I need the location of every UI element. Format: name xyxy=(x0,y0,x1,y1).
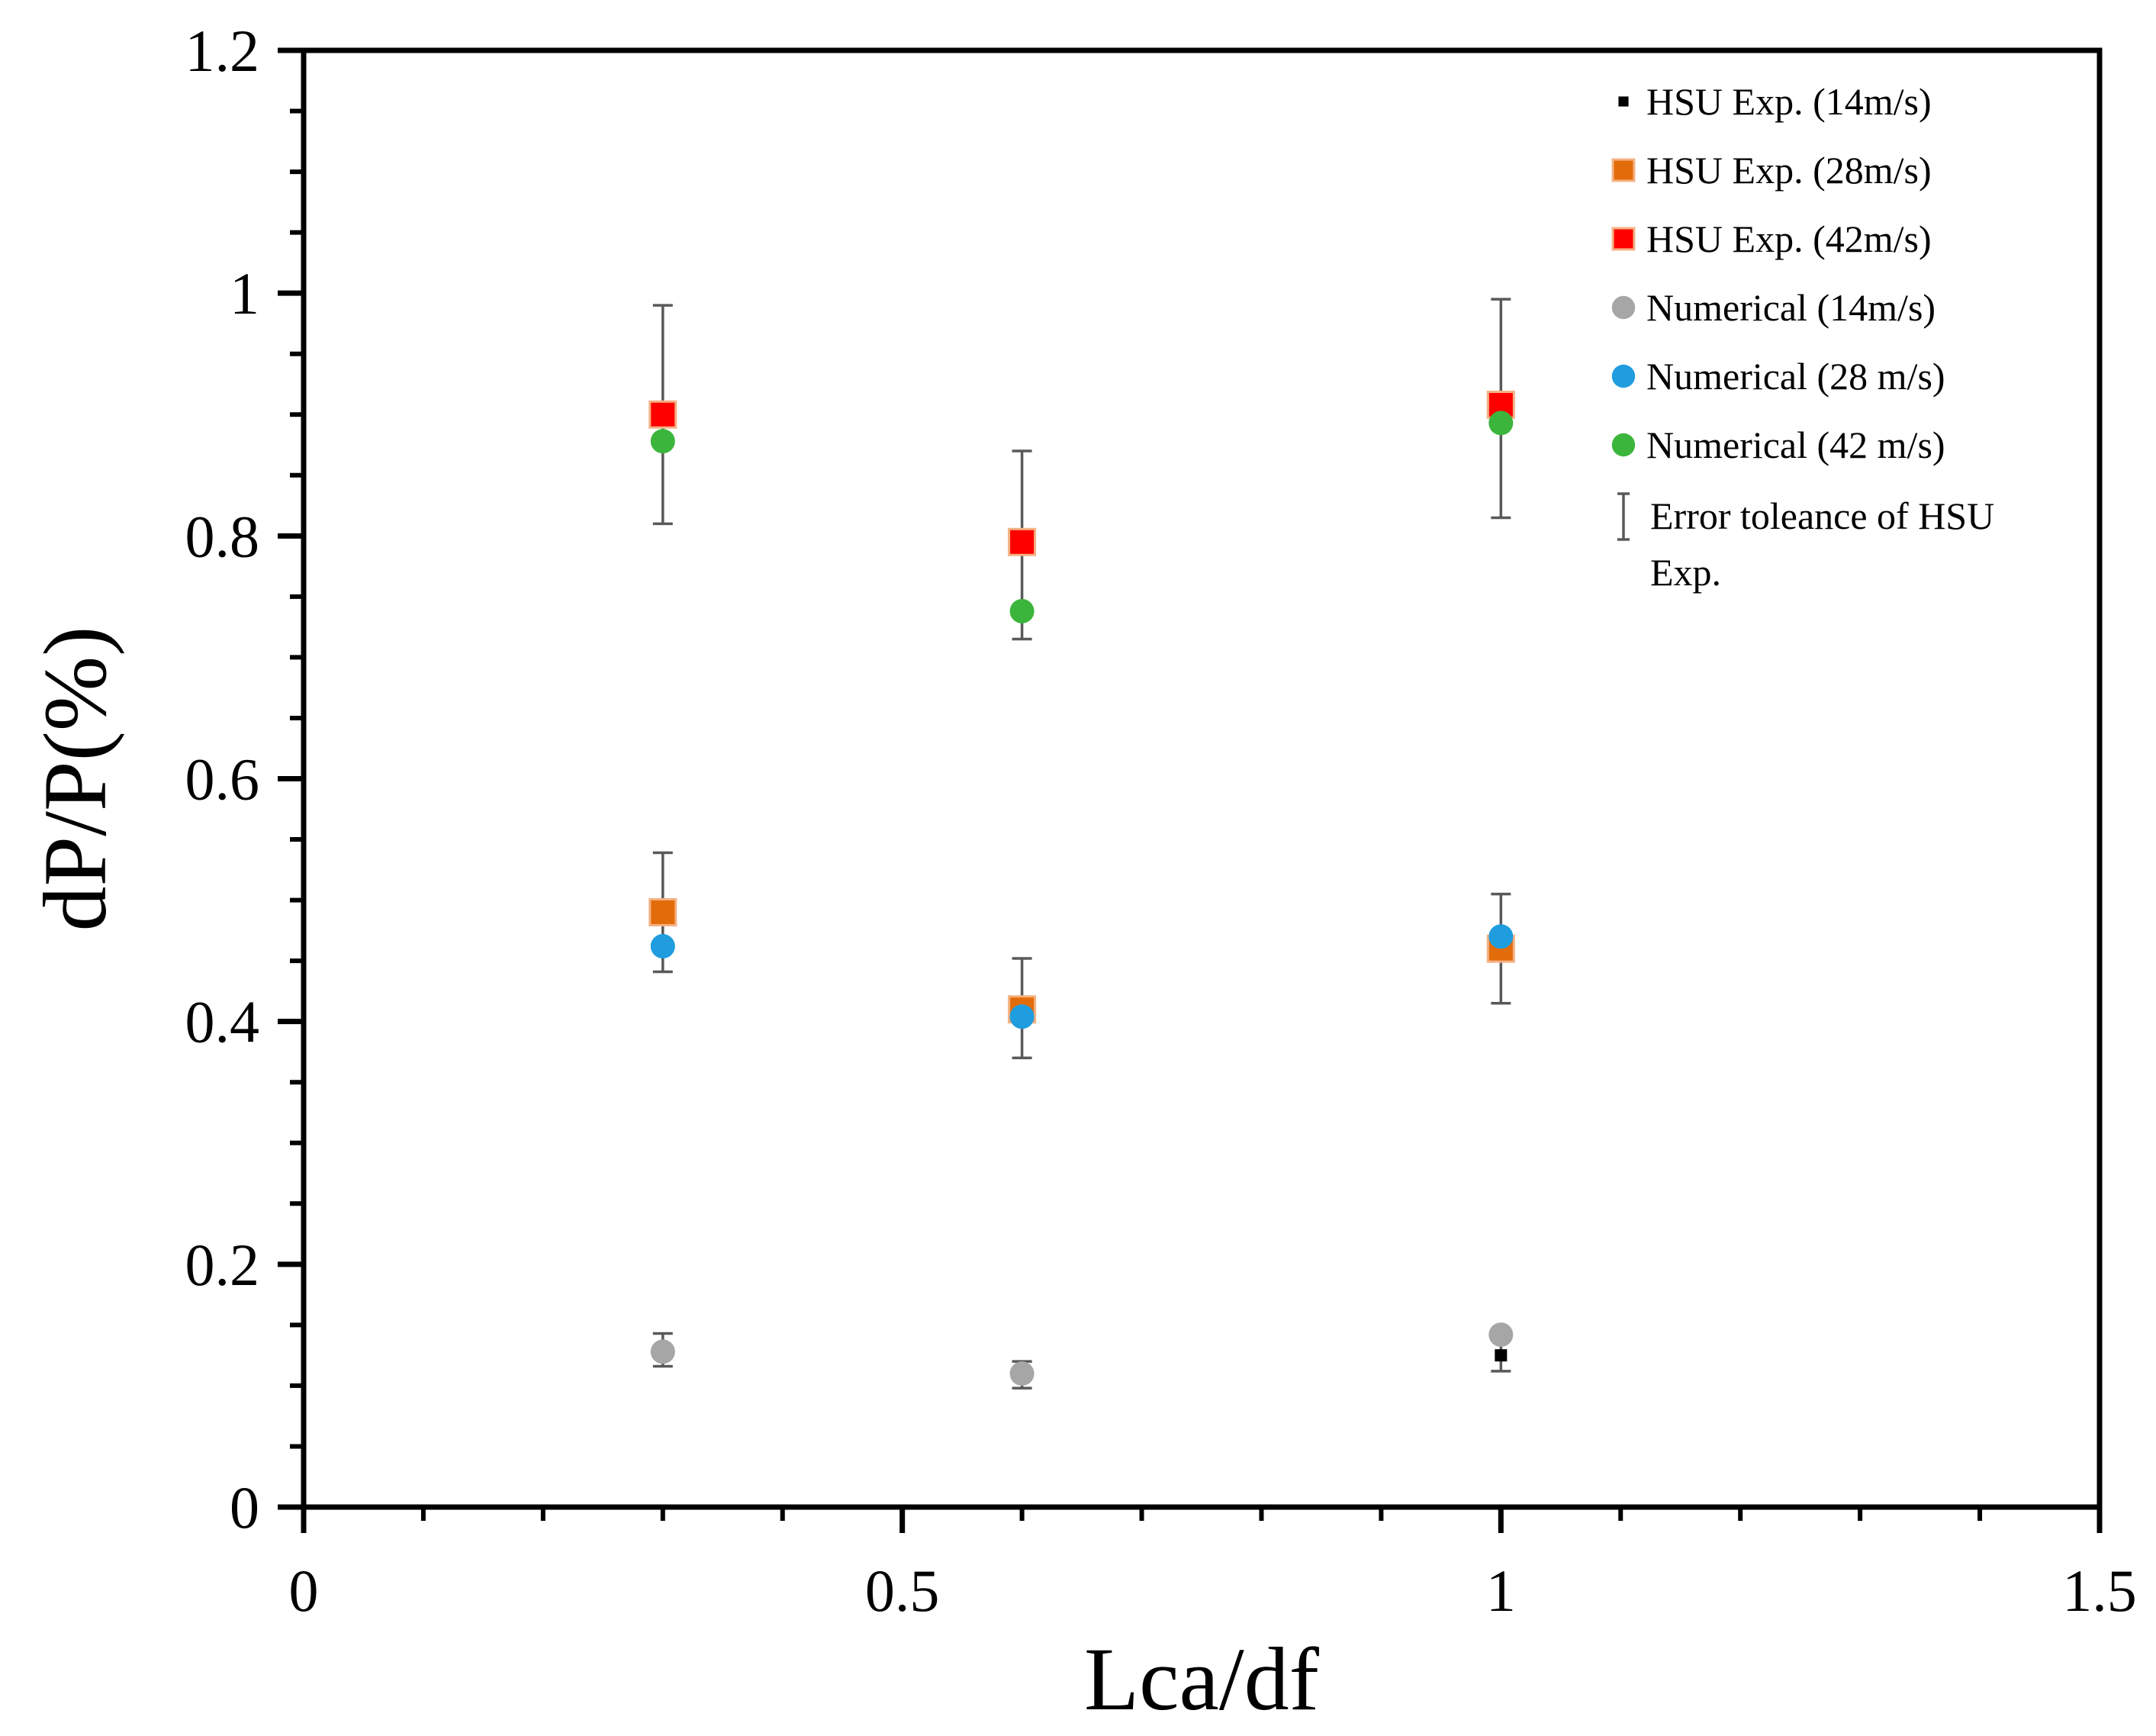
y-tick-label: 0.2 xyxy=(185,1232,260,1298)
legend-marker xyxy=(1618,96,1629,107)
y-tick-label: 1.2 xyxy=(185,18,260,84)
x-tick-label: 0.5 xyxy=(865,1557,940,1624)
legend-label: Numerical (28 m/s) xyxy=(1646,355,1945,398)
legend-marker xyxy=(1611,227,1636,251)
axes: 0 0.5 1 1.5 0 0.2 0.4 0.6 0.8 1 1.2 xyxy=(185,18,2137,1624)
y-tick-label: 0.4 xyxy=(185,989,260,1055)
data-point xyxy=(1495,1349,1508,1362)
y-tick-label: 0 xyxy=(230,1474,259,1541)
x-tick-label: 1.5 xyxy=(2062,1557,2137,1624)
data-point xyxy=(1009,598,1035,623)
data-point xyxy=(1008,527,1037,556)
data-point xyxy=(1488,1322,1514,1348)
data-point xyxy=(650,429,675,454)
legend-label: HSU Exp. (14m/s) xyxy=(1646,80,1932,123)
data-point xyxy=(650,1339,675,1364)
legend-marker xyxy=(1611,295,1636,320)
legend-marker xyxy=(1611,433,1636,457)
plot-marks xyxy=(648,298,1515,1390)
y-tick-label: 1 xyxy=(230,260,259,327)
legend-marker xyxy=(1611,364,1636,388)
data-point xyxy=(650,934,675,959)
legend-label: HSU Exp. (42m/s) xyxy=(1646,217,1932,260)
x-axis-title: Lca/df xyxy=(1084,1629,1320,1729)
data-point xyxy=(1488,411,1514,436)
x-tick-label: 0 xyxy=(289,1557,319,1624)
legend-label: Exp. xyxy=(1650,551,1721,594)
data-point xyxy=(648,400,677,429)
y-tick-label: 0.6 xyxy=(185,746,260,813)
legend-label: HSU Exp. (28m/s) xyxy=(1646,149,1932,192)
y-axis-title: dP/P(%) xyxy=(25,626,125,932)
legend: HSU Exp. (14m/s) HSU Exp. (28m/s) HSU Exp.… xyxy=(1611,80,1994,594)
legend-label: Numerical (42 m/s) xyxy=(1646,424,1945,466)
legend-label: Error toleance of HSU xyxy=(1650,494,1994,537)
data-point xyxy=(1009,1361,1035,1387)
x-tick-label: 1 xyxy=(1486,1557,1516,1624)
data-point xyxy=(1009,1004,1035,1029)
legend-label: Numerical (14m/s) xyxy=(1646,286,1936,329)
y-tick-label: 0.8 xyxy=(185,503,260,569)
legend-marker xyxy=(1611,158,1636,182)
data-point xyxy=(648,897,677,926)
data-point xyxy=(1488,924,1514,949)
